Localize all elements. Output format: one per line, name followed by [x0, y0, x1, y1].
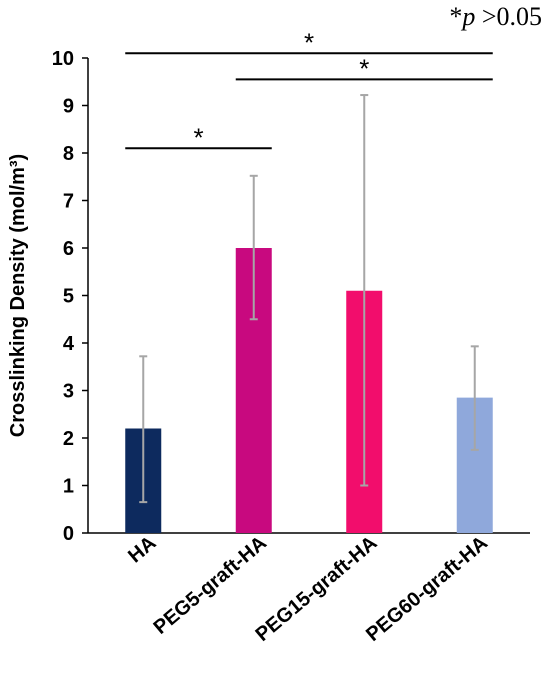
chart-bars: [125, 248, 493, 533]
significance-star: *: [304, 27, 314, 57]
y-tick-label: 9: [63, 96, 74, 118]
significance-threshold: >0.05: [475, 2, 542, 31]
x-category-label: PEG5-graft-HA: [150, 532, 271, 639]
significance-star: *: [449, 2, 463, 31]
y-axis-title: Crosslinking Density (mol/m³): [7, 154, 29, 437]
significance-note: *p >0.05: [449, 2, 542, 32]
y-tick-label: 0: [63, 523, 74, 545]
y-tick-label: 6: [63, 238, 74, 260]
y-tick-label: 10: [52, 48, 74, 70]
significance-brackets: * * *: [125, 27, 493, 152]
y-tick-label: 1: [63, 476, 74, 498]
significance-star: *: [193, 122, 203, 152]
y-tick-label: 5: [63, 286, 74, 308]
chart-error-bars: [139, 94, 479, 504]
y-tick-label: 4: [63, 333, 75, 355]
y-tick-label: 7: [63, 191, 74, 213]
significance-star: *: [359, 53, 369, 83]
chart-axes: [82, 57, 530, 534]
y-tick-label: 3: [63, 381, 74, 403]
y-tick-label: 2: [63, 428, 74, 450]
y-tick-label: 8: [63, 143, 74, 165]
x-category-label: PEG60-graft-HA: [362, 532, 492, 646]
x-category-label: HA: [124, 532, 160, 567]
p-symbol: p: [462, 2, 476, 31]
